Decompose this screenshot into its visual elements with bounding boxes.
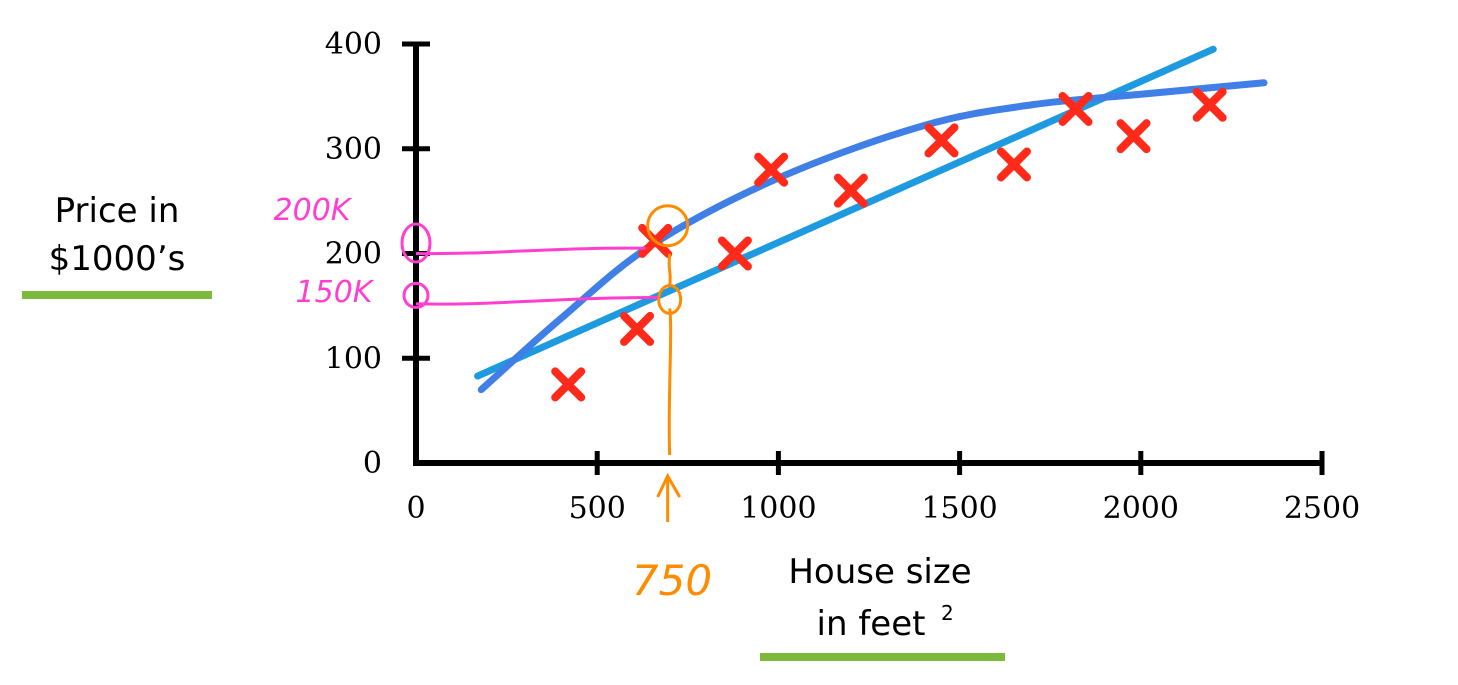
x-axis-label-line2: in feet [817, 604, 926, 644]
data-point-x-marker [1116, 119, 1151, 154]
orange-query-line-upper [667, 253, 672, 287]
data-point-x-marker [551, 367, 586, 402]
data-point-x-marker [1192, 87, 1227, 122]
x-tick-label: 500 [569, 491, 626, 526]
pink-circle-150k [402, 281, 430, 309]
pink-line-200k [415, 246, 646, 256]
orange-query-line [667, 308, 673, 456]
pink-line-150k [415, 295, 658, 306]
x-tick-label: 0 [406, 491, 425, 526]
data-point-x-marker [754, 152, 789, 187]
orange-arrowhead [656, 472, 681, 498]
y-tick-label: 400 [325, 27, 382, 62]
annotations: 750 200K 150K [274, 193, 713, 605]
y-tick-label: 0 [363, 446, 382, 481]
x-tick-label: 2000 [1103, 491, 1179, 526]
y-axis-label-line2: $1000’s [49, 239, 186, 279]
data-point-x-marker [924, 123, 959, 158]
axis-ticks: 0 100 200 300 400 0 500 1000 1500 2000 2500 [325, 27, 1360, 526]
x-tick-label: 2500 [1284, 491, 1360, 526]
orange-750-label: 750 [632, 556, 712, 605]
x-tick-label: 1000 [740, 491, 816, 526]
pink-circle-200k [400, 222, 432, 264]
y-tick-label: 200 [325, 237, 382, 272]
x-axis-label-line1: House size [788, 552, 971, 592]
y-axis-label-line1: Price in [55, 191, 180, 231]
pink-200k-label: 200K [274, 193, 353, 228]
x-tick-label: 1500 [921, 491, 997, 526]
curve-fit-line [477, 79, 1268, 394]
orange-circle-curve [646, 204, 690, 248]
y-tick-label: 100 [325, 341, 382, 376]
data-point-x-marker [620, 311, 655, 346]
x-axis-label-superscript: 2 [941, 601, 954, 625]
data-point-x-marker [996, 147, 1031, 182]
data-point-x-marker [717, 236, 752, 271]
linear-fit-line [474, 45, 1217, 380]
data-point-x-marker [1058, 91, 1093, 126]
y-tick-label: 300 [325, 132, 382, 167]
pink-150k-label: 150K [296, 275, 375, 310]
data-point-x-marker [833, 173, 868, 208]
orange-circle-line [657, 283, 683, 315]
